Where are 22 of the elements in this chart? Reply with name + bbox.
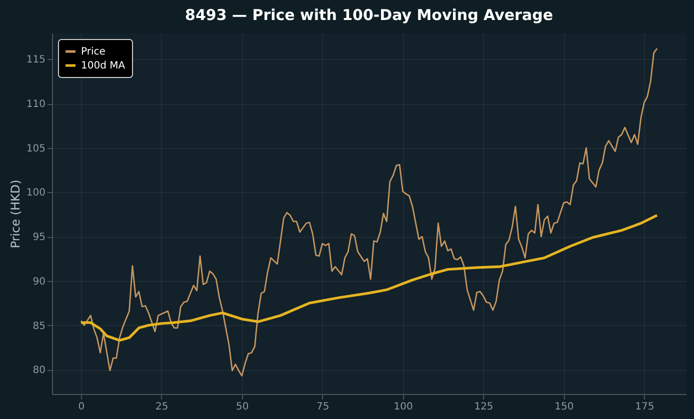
y-tick-label: 105	[26, 143, 46, 154]
y-tick-label: 100	[26, 188, 46, 199]
x-tick-label: 25	[156, 402, 168, 412]
chart-title: 8493 — Price with 100-Day Moving Average	[185, 6, 553, 24]
x-tick-label: 125	[474, 402, 494, 412]
legend-label: 100d MA	[81, 60, 126, 72]
y-tick-label: 85	[32, 320, 46, 332]
legend-label: Price	[81, 46, 106, 58]
y-tick-label: 95	[32, 232, 46, 244]
line-series	[80, 48, 658, 377]
x-tick-label: 75	[316, 402, 330, 412]
line-series	[80, 214, 658, 342]
y-tick-label: 90	[32, 276, 46, 288]
x-tick-label: 150	[554, 402, 574, 412]
y-axis-title: Price (HKD)	[8, 180, 22, 248]
x-tick-label: 0	[78, 402, 85, 412]
y-tick-label: 115	[26, 54, 46, 66]
x-tick-label: 50	[236, 402, 249, 412]
x-tick-label: 175	[635, 402, 654, 412]
x-tick-label: 100	[394, 402, 413, 412]
y-tick-label: 110	[26, 99, 46, 110]
y-tick-label: 80	[32, 365, 46, 376]
